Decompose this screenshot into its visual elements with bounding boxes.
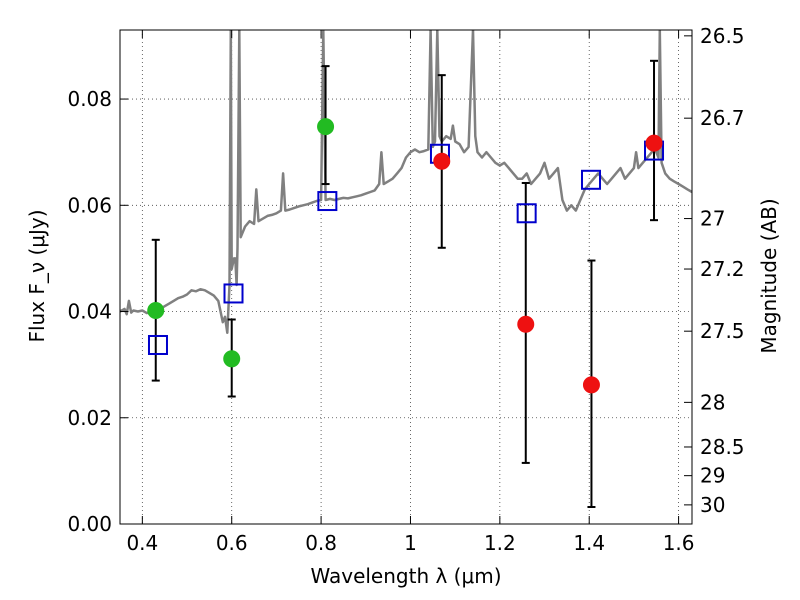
- right-tick-label: 30: [700, 493, 725, 517]
- y-tick-label: 0.00: [67, 512, 112, 536]
- right-tick-label: 27: [700, 207, 725, 231]
- right-tick-label: 26.5: [700, 24, 745, 48]
- x-tick-label: 1.6: [663, 531, 695, 555]
- spectrum-line-series: [120, 30, 692, 335]
- data-point: [645, 134, 663, 152]
- model-box-marker: [581, 169, 602, 190]
- data-point: [223, 350, 241, 368]
- x-tick-label: 0.6: [216, 531, 248, 555]
- right-tick-label: 26.7: [700, 106, 745, 130]
- model-box-marker: [147, 334, 168, 355]
- data-point: [317, 118, 335, 136]
- x-tick-label: 1.4: [573, 531, 605, 555]
- right-tick-label: 28: [700, 390, 725, 414]
- x-tick-label: 1: [404, 531, 417, 555]
- spectrum-line: [120, 30, 692, 335]
- data-point: [433, 152, 451, 170]
- model-box-marker: [516, 203, 537, 224]
- grid-lines: [120, 30, 692, 525]
- data-point: [147, 301, 165, 319]
- model-photometry-boxes: [147, 140, 665, 355]
- model-box-marker: [317, 191, 338, 212]
- right-tick-label: 27.5: [700, 319, 745, 343]
- data-point: [582, 376, 600, 394]
- x-tick-label: 1.2: [484, 531, 516, 555]
- plot-frame: [119, 29, 693, 525]
- y-axis-title-left: Flux F_ν (μJy): [25, 209, 49, 342]
- right-tick-label: 27.2: [700, 257, 745, 281]
- y-tick-label: 0.06: [67, 193, 112, 217]
- right-tick-label: 28.5: [700, 435, 745, 459]
- axis-ticks: 0.4 0.6 0.8 1 1.2 1.4 1.6 0.00 0.02 0.04 0.06 0.08 2…: [67, 24, 744, 555]
- y-tick-label: 0.08: [67, 87, 112, 111]
- x-tick-label: 0.4: [126, 531, 158, 555]
- y-axis-title-right: Magnitude (AB): [757, 198, 781, 353]
- x-tick-label: 0.8: [305, 531, 337, 555]
- data-point: [517, 315, 535, 333]
- observed-photometry-points: [147, 118, 663, 394]
- model-box-marker: [223, 283, 244, 304]
- y-tick-label: 0.02: [67, 406, 112, 430]
- right-tick-label: 29: [700, 464, 725, 488]
- y-tick-label: 0.04: [67, 300, 112, 324]
- x-axis-title: Wavelength λ (μm): [310, 564, 501, 588]
